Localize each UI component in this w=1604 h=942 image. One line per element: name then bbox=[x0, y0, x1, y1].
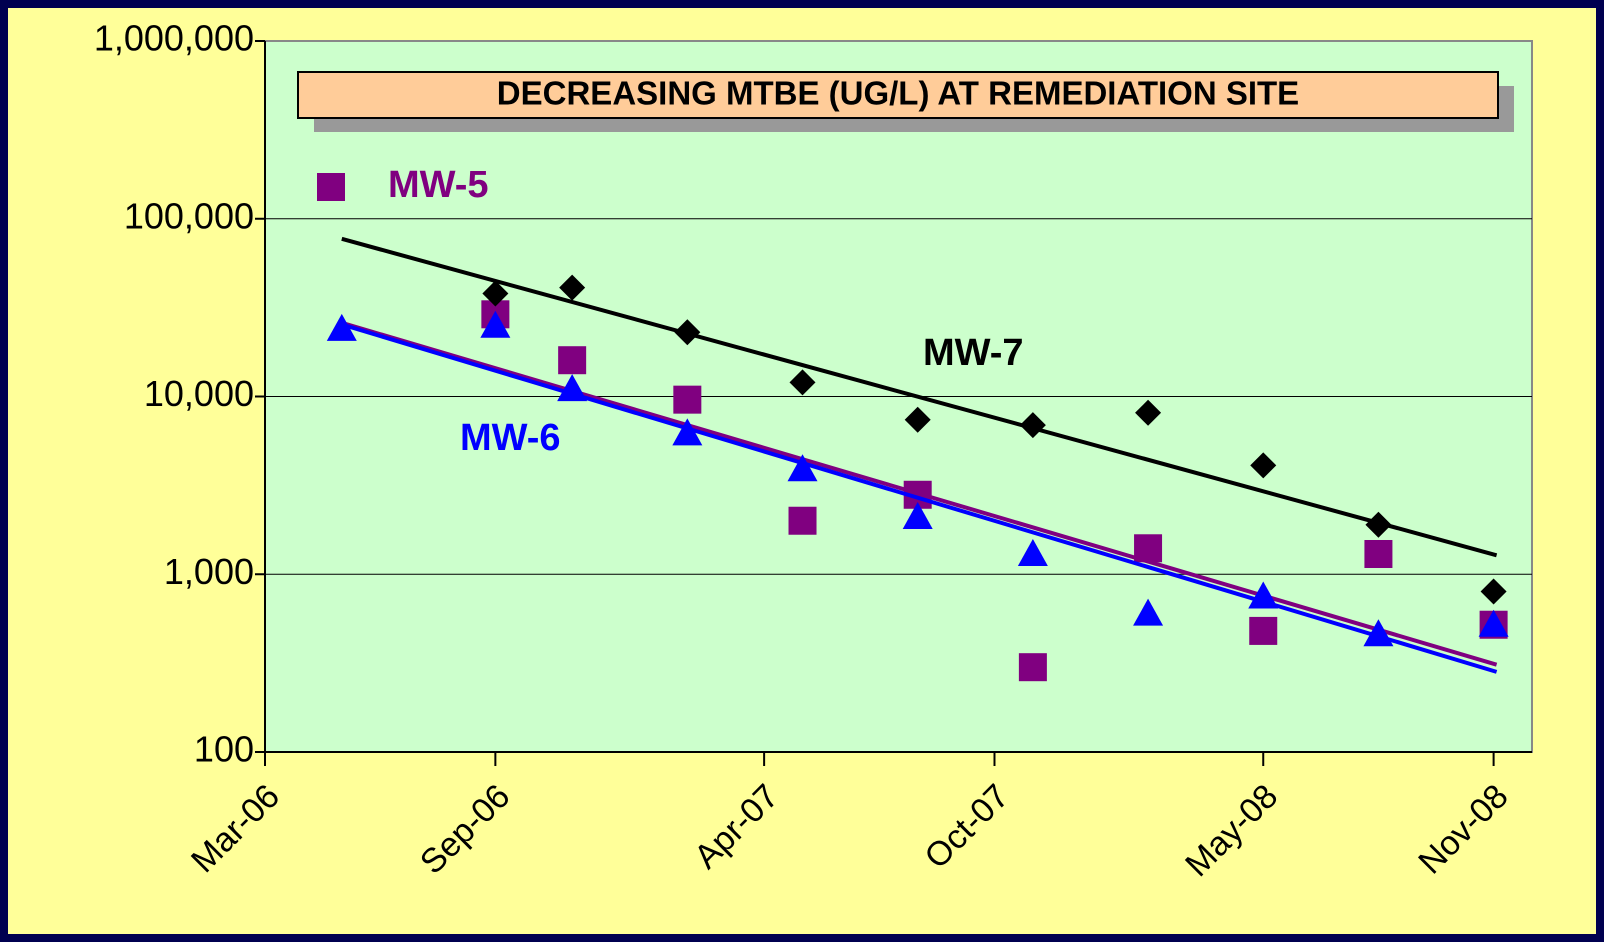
data-point bbox=[672, 418, 703, 446]
y-tick-label: 1,000,000 bbox=[94, 18, 254, 59]
data-point bbox=[788, 506, 817, 535]
data-point bbox=[559, 274, 586, 301]
y-tick-label: 1,000 bbox=[164, 551, 254, 592]
data-point bbox=[1365, 511, 1392, 538]
title-box bbox=[297, 71, 1499, 119]
data-point bbox=[674, 319, 701, 346]
series-label: MW-6 bbox=[460, 417, 561, 459]
data-point bbox=[1364, 539, 1393, 568]
y-tick-label: 10,000 bbox=[144, 373, 254, 414]
data-point bbox=[1134, 534, 1163, 563]
series-label: MW-7 bbox=[923, 332, 1024, 374]
data-point bbox=[1017, 538, 1048, 566]
data-point bbox=[673, 385, 702, 414]
data-point bbox=[557, 374, 588, 402]
data-point bbox=[787, 454, 818, 482]
y-tick-label: 100 bbox=[194, 729, 254, 770]
data-point bbox=[558, 346, 587, 375]
data-point bbox=[482, 280, 509, 307]
trend-line bbox=[341, 322, 1498, 674]
data-point bbox=[1249, 616, 1278, 645]
data-point bbox=[1018, 653, 1047, 682]
chart-title: DECREASING MTBE (UG/L) AT REMEDIATION SI… bbox=[497, 75, 1299, 112]
data-point bbox=[1248, 581, 1279, 609]
data-point bbox=[1478, 609, 1509, 637]
data-point bbox=[1133, 598, 1164, 626]
data-point bbox=[904, 406, 931, 433]
data-point bbox=[1480, 578, 1507, 605]
legend-label: MW-5 bbox=[388, 164, 489, 206]
data-point bbox=[480, 310, 511, 338]
data-point bbox=[326, 313, 357, 341]
data-point bbox=[902, 501, 933, 529]
legend-marker bbox=[317, 173, 345, 201]
data-point bbox=[789, 369, 816, 396]
data-point bbox=[1019, 412, 1046, 439]
trend-line bbox=[341, 236, 1498, 558]
data-point bbox=[1135, 399, 1162, 426]
y-tick-label: 100,000 bbox=[124, 195, 254, 236]
data-point bbox=[1363, 619, 1394, 647]
data-point bbox=[1250, 452, 1277, 479]
